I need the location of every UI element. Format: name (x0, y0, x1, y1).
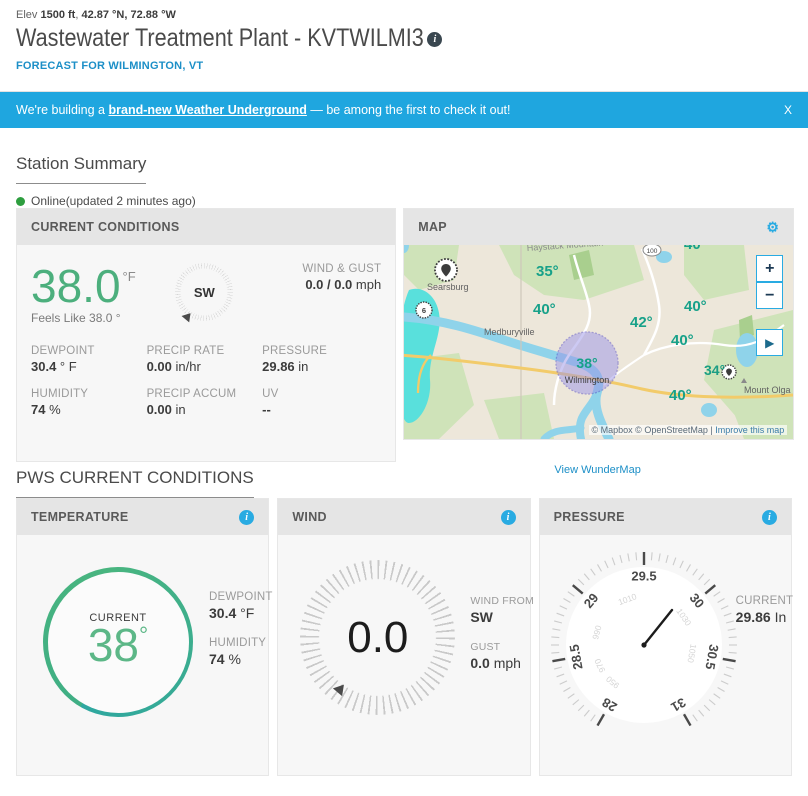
svg-text:40°: 40° (684, 245, 707, 253)
svg-text:40°: 40° (533, 301, 556, 318)
svg-text:Searsburg: Searsburg (427, 282, 469, 292)
svg-text:42°: 42° (630, 314, 653, 331)
svg-text:34°: 34° (704, 362, 725, 378)
svg-text:29.5: 29.5 (631, 568, 656, 583)
svg-text:40°: 40° (671, 332, 694, 349)
svg-text:6: 6 (422, 306, 426, 315)
svg-text:38°: 38° (577, 355, 598, 371)
svg-text:Mount Olga: Mount Olga (744, 385, 791, 395)
svg-text:Medburyville: Medburyville (484, 327, 535, 337)
svg-text:Wilmington: Wilmington (565, 375, 610, 385)
svg-text:40°: 40° (669, 387, 692, 404)
svg-text:100: 100 (647, 248, 658, 255)
svg-text:35°: 35° (536, 263, 559, 280)
svg-text:40°: 40° (684, 298, 707, 315)
